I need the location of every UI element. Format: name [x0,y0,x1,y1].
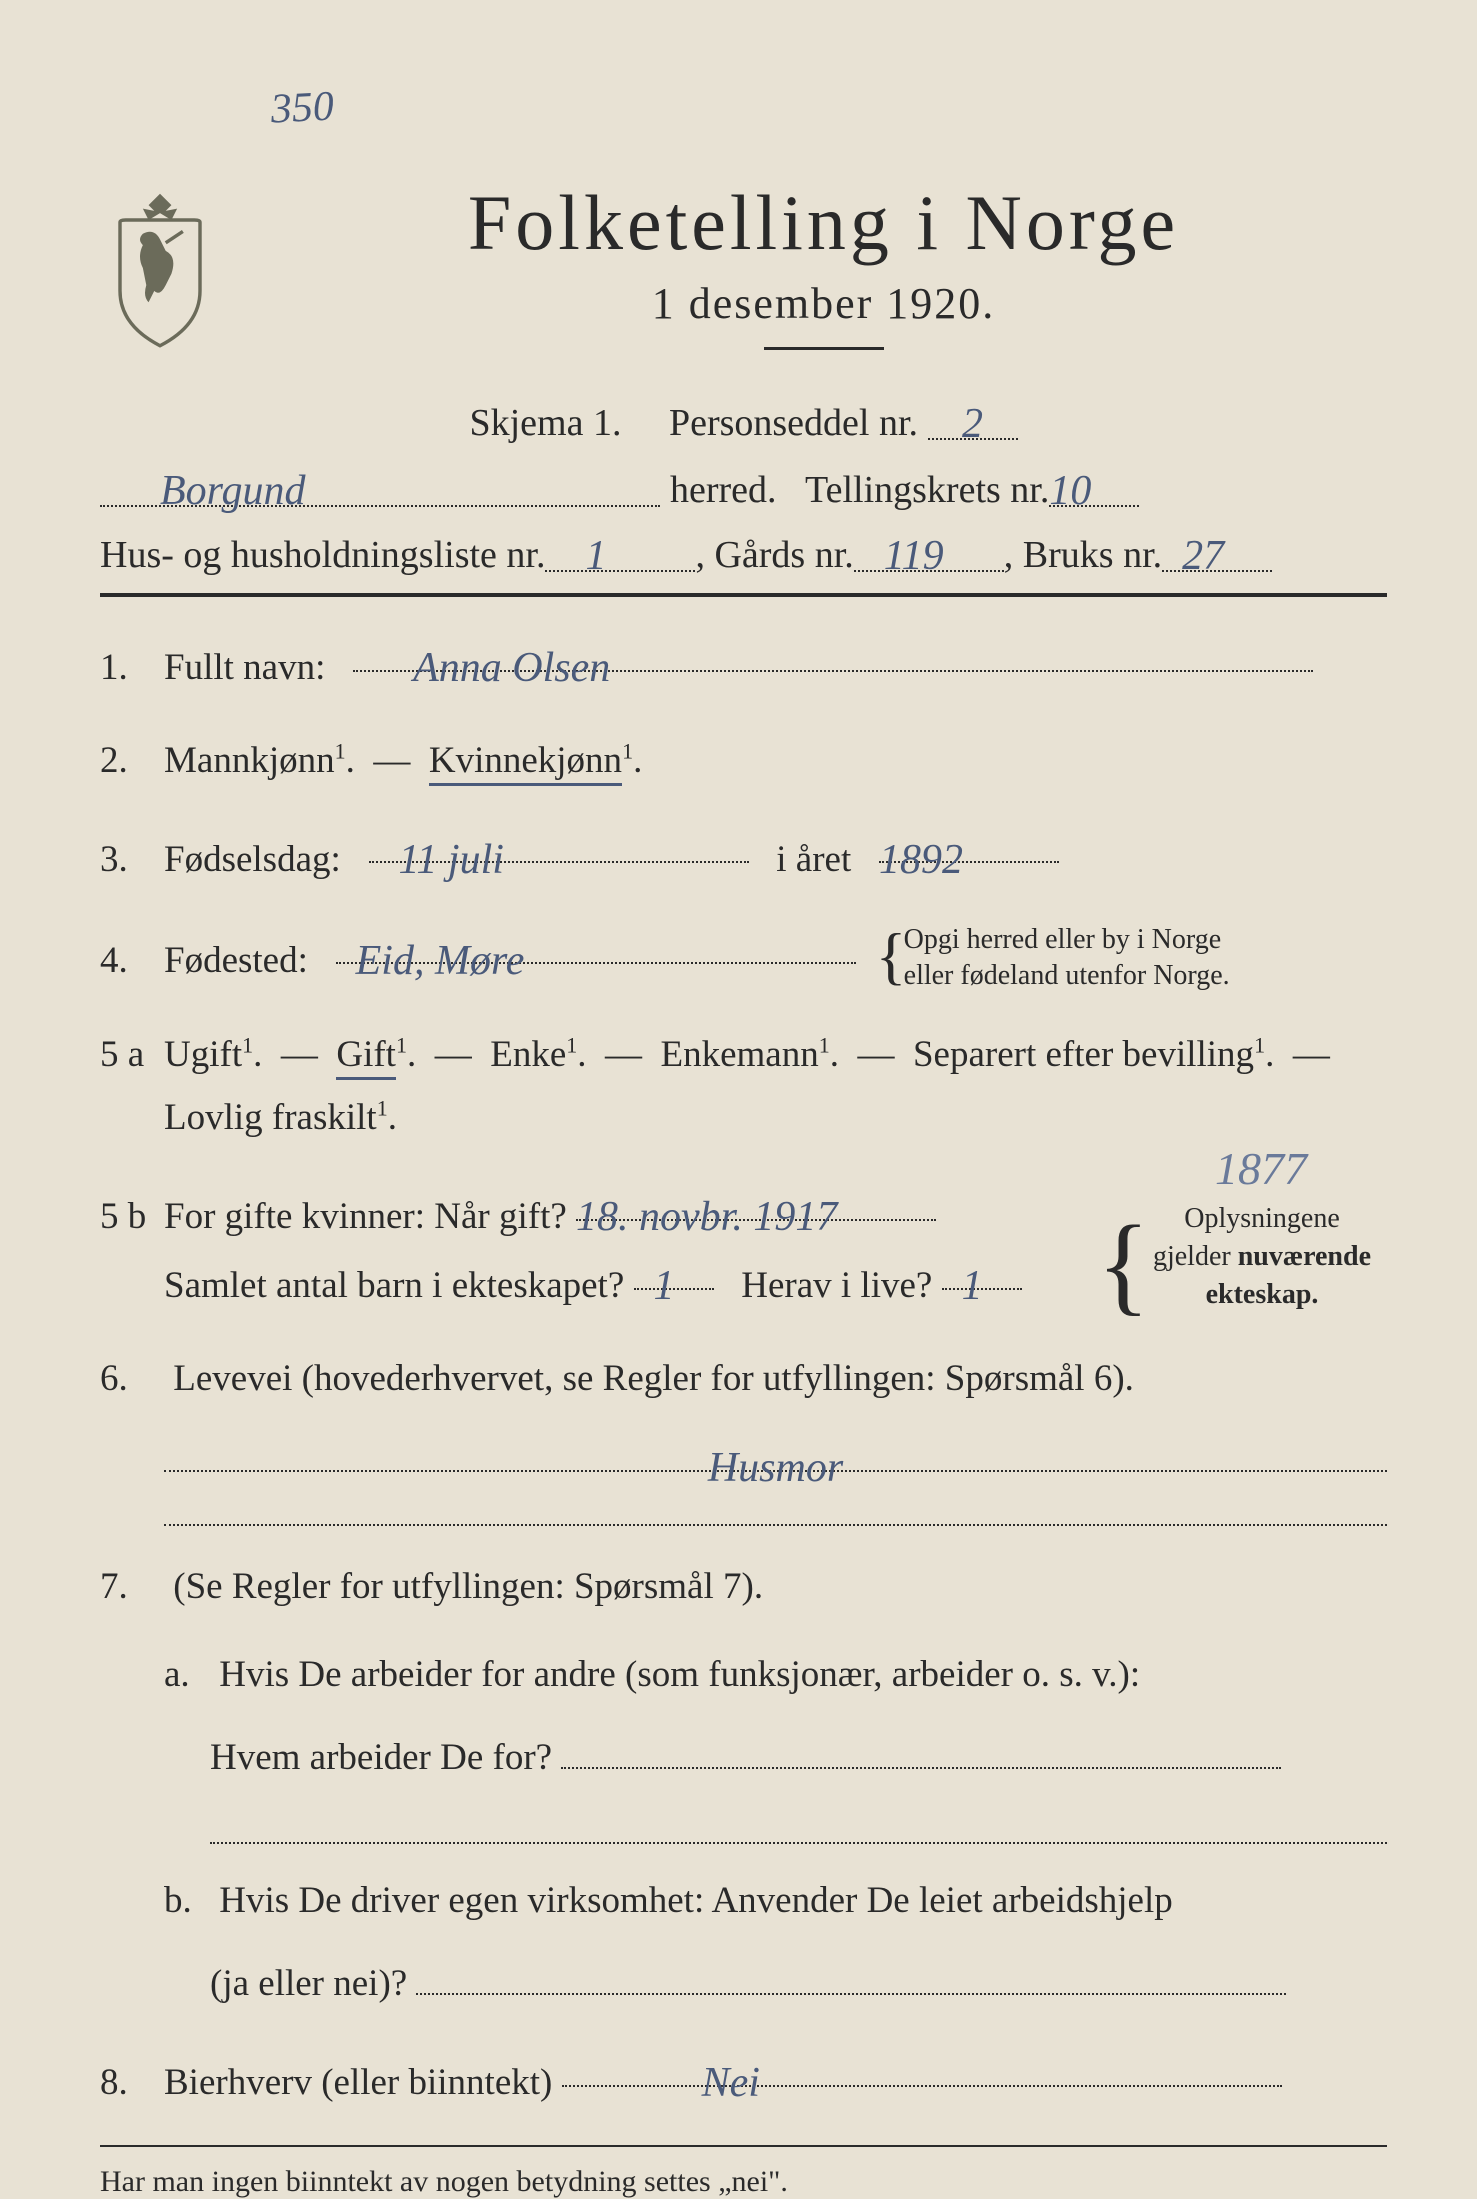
q5b-label2: Samlet antal barn i ekteskapet? [164,1265,624,1306]
q5b-margin-note: 1877 [1215,1130,1307,1208]
q4-label: Fødested: [164,940,308,981]
q7b-blank [416,1954,1286,1995]
q1: 1. Fullt navn: Anna Olsen [100,631,1387,700]
q3-year-label: i året [776,839,851,880]
q8-value: Nei [702,2060,760,2106]
q2-num: 2. [100,730,164,793]
q1-value: Anna Olsen [413,645,610,691]
q3-label: Fødselsdag: [164,839,341,880]
q5b-label1: For gifte kvinner: Når gift? [164,1196,567,1237]
hushold-row: Hus- og husholdningsliste nr. 1 , Gårds … [100,530,1387,577]
q5a-opt-2: Enke1. [490,1034,586,1075]
q3: 3. Fødselsdag: 11 juli i året 1892 [100,823,1387,892]
q2-opt1: Mannkjønn1. [164,740,355,781]
q7a-label: a. [164,1644,210,1707]
q5a-opt-3: Enkemann1. [661,1034,839,1075]
personseddel-label: Personseddel nr. [669,402,918,444]
q4-num: 4. [100,930,164,993]
q7b-label: b. [164,1870,210,1933]
herred-label: herred. [670,468,777,512]
q3-year: 1892 [879,837,963,883]
q6-num: 6. [100,1348,164,1411]
header: Folketelling i Norge 1 desember 1920. [100,178,1387,378]
q5a-opt-1: Gift1. [336,1034,416,1075]
schema-row: Skjema 1. Personseddel nr. 2 [100,398,1387,445]
page-number-handwritten: 350 [270,18,1477,133]
q7-label: (Se Regler for utfyllingen: Spørsmål 7). [173,1566,763,1607]
hushold-label: Hus- og husholdningsliste nr. [100,533,545,577]
q6: 6. Levevei (hovederhvervet, se Regler fo… [100,1348,1387,1526]
tellingskrets-nr: 10 [1049,468,1091,514]
divider-top [100,593,1387,597]
q5a: 5 a Ugift1. — Gift1. — Enke1. — Enkemann… [100,1024,1387,1150]
coat-of-arms-icon [100,188,220,348]
herred-name: Borgund [160,468,305,514]
q6-blank-line [164,1486,1387,1526]
q3-num: 3. [100,829,164,892]
q1-num: 1. [100,637,164,700]
q5b: 1877 5 b For gifte kvinner: Når gift? 18… [100,1180,1387,1318]
q4: 4. Fødested: Eid, Møre Opgi herred eller… [100,922,1387,995]
q7a-text1: Hvis De arbeider for andre (som funksjon… [219,1654,1140,1695]
q5a-opt-4: Separert efter bevilling1. [913,1034,1274,1075]
q7-num: 7. [100,1556,164,1619]
q2-opt2: Kvinnekjønn1. [429,740,642,781]
q5b-val1: 18. novbr. 1917 [576,1194,837,1240]
subtitle: 1 desember 1920. [260,278,1387,329]
q8-num: 8. [100,2052,164,2115]
footer-note: Har man ingen biinntekt av nogen betydni… [100,2165,1387,2199]
q1-label: Fullt navn: [164,647,325,688]
q3-day: 11 juli [399,837,504,883]
personseddel-nr: 2 [962,401,983,447]
q7b-text1: Hvis De driver egen virksomhet: Anvender… [219,1880,1173,1921]
q5a-opt-5: Lovlig fraskilt1. [164,1097,397,1138]
herred-row: Borgund herred. Tellingskrets nr. 10 [100,465,1387,512]
q5a-num: 5 a [100,1024,164,1087]
q4-value: Eid, Møre [356,938,525,984]
q5a-opt-0: Ugift1. [164,1034,262,1075]
schema-label: Skjema 1. [469,402,621,444]
q6-label: Levevei (hovederhvervet, se Regler for u… [173,1358,1134,1399]
hushold-nr: 1 [585,533,606,579]
q5b-val3: 1 [962,1263,983,1309]
q7b-text2: (ja eller nei)? [210,1963,407,2004]
gards-label: , Gårds nr. [695,533,853,577]
q8: 8. Bierhverv (eller biinntekt) Nei [100,2046,1387,2115]
q6-value: Husmor [708,1445,843,1491]
q7a-blank [561,1729,1281,1770]
title-rule [764,347,884,350]
divider-bottom [100,2145,1387,2147]
q5b-val2: 1 [654,1263,675,1309]
q7a-text2: Hvem arbeider De for? [210,1737,552,1778]
q4-note: Opgi herred eller by i Norge eller fødel… [876,922,1230,995]
q8-label: Bierhverv (eller biinntekt) [164,2062,552,2103]
q5b-side-note: Oplysningene gjelder nuværende ekteskap. [1107,1200,1387,1313]
tellingskrets-label: Tellingskrets nr. [805,468,1049,512]
q7a-blank-line [210,1804,1387,1844]
q7: 7. (Se Regler for utfyllingen: Spørsmål … [100,1556,1387,2016]
gards-nr: 119 [884,533,944,579]
q5b-num: 5 b [100,1186,164,1249]
main-title: Folketelling i Norge [260,178,1387,268]
q2: 2. Mannkjønn1. — Kvinnekjønn1. [100,730,1387,793]
bruks-nr: 27 [1182,533,1224,579]
bruks-label: , Bruks nr. [1004,533,1162,577]
q5b-label3: Herav i live? [741,1265,932,1306]
